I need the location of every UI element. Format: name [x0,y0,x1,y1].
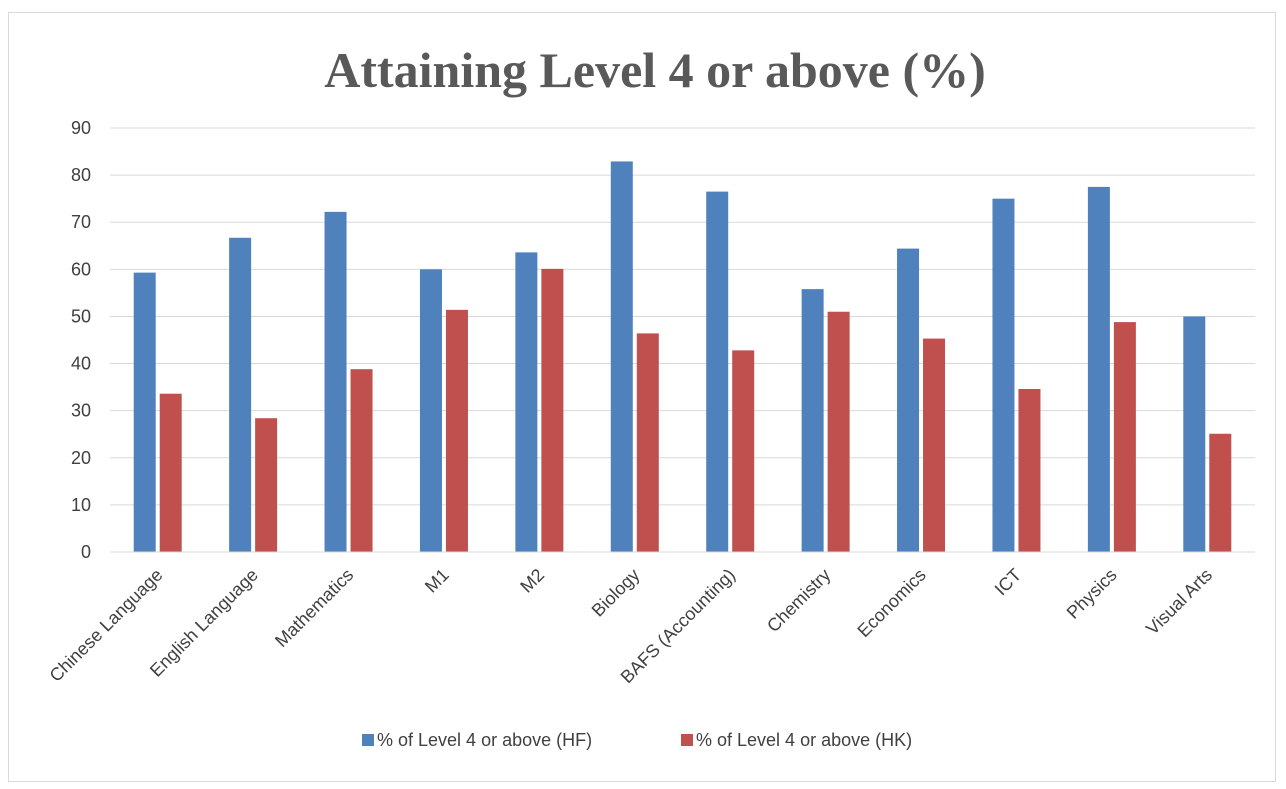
bar-hf-12 [1183,316,1206,552]
bar-hk-7 [732,350,755,552]
y-tick-label: 10 [71,495,91,515]
bar-hk-9 [923,338,946,552]
bar-hf-6 [610,161,633,552]
bar-hk-11 [1113,322,1136,552]
x-category-label: Physics [1063,565,1121,623]
y-axis-ticks: 0 10 20 30 40 50 60 70 80 90 [71,118,91,562]
gridlines [110,127,1255,506]
bar-hk-1 [159,393,182,552]
legend-swatch-hf [362,734,374,746]
bars [133,161,1232,553]
bar-hf-9 [897,248,920,553]
x-category-label: Visual Arts [1142,565,1216,639]
y-tick-label: 80 [71,165,91,185]
bar-hf-8 [801,289,824,552]
y-tick-label: 90 [71,118,91,138]
bar-hk-2 [255,418,278,552]
bar-hf-7 [706,191,729,552]
bar-hk-4 [445,309,468,552]
bar-hk-3 [350,369,373,552]
x-category-label: M1 [421,565,453,597]
y-tick-label: 70 [71,212,91,232]
bar-hf-11 [1087,186,1110,552]
y-tick-label: 20 [71,448,91,468]
bar-hk-8 [827,311,850,552]
bar-chart: Attaining Level 4 or above (%) 0 10 20 30 40… [46,42,1255,750]
x-category-label: M2 [516,565,548,597]
bar-hf-3 [324,211,347,552]
y-tick-label: 50 [71,306,91,326]
bar-hk-5 [541,268,564,552]
legend: % of Level 4 or above (HF) % of Level 4 o… [362,730,912,750]
x-category-label: Chemistry [763,565,834,636]
bar-hk-12 [1209,433,1232,552]
bar-hk-10 [1018,388,1041,552]
y-tick-label: 30 [71,401,91,421]
chart-title: Attaining Level 4 or above (%) [324,42,986,98]
bar-hf-2 [229,237,252,552]
x-category-label: English Language [146,565,262,681]
legend-label-hk: % of Level 4 or above (HK) [696,730,912,750]
bar-hf-10 [992,198,1015,552]
y-tick-label: 60 [71,259,91,279]
bar-hf-1 [133,272,156,552]
legend-label-hf: % of Level 4 or above (HF) [377,730,592,750]
legend-swatch-hk [681,734,693,746]
y-tick-label: 0 [81,542,91,562]
y-tick-label: 40 [71,354,91,374]
x-category-label: Economics [853,565,929,641]
x-category-label: Mathematics [271,565,357,651]
bar-hk-6 [636,333,659,552]
x-category-label: Biology [588,565,644,621]
bar-hf-5 [515,252,538,552]
bar-hf-4 [419,269,442,552]
chart-frame: Attaining Level 4 or above (%) 0 10 20 30 40… [8,12,1276,782]
x-category-label: ICT [991,565,1026,600]
